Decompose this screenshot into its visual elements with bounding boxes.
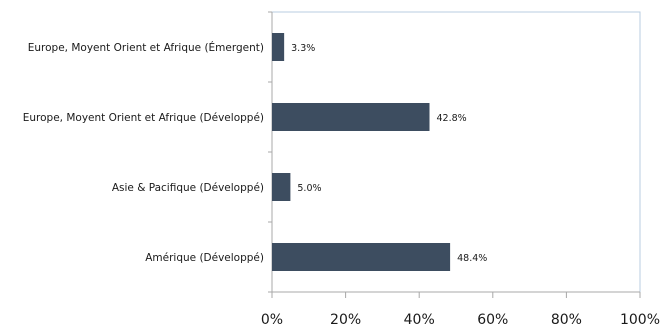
bar	[272, 103, 430, 131]
category-label: Europe, Moyent Orient et Afrique (Dévelo…	[23, 112, 264, 124]
value-label: 42.8%	[437, 113, 467, 124]
y-axis-ticks	[268, 11, 272, 293]
x-tick-label: 80%	[551, 312, 582, 328]
category-label: Amérique (Développé)	[145, 252, 264, 264]
value-label: 3.3%	[291, 43, 315, 54]
category-labels: Europe, Moyent Orient et Afrique (Émerge…	[23, 41, 264, 264]
bar	[272, 243, 451, 271]
bar	[272, 173, 291, 201]
category-label: Asie & Pacifique (Développé)	[112, 182, 264, 194]
x-tick-label: 100%	[620, 312, 660, 328]
value-labels: 3.3% 42.8% 5.0% 48.4%	[291, 43, 487, 264]
bar-series	[272, 33, 451, 271]
x-tick-label: 40%	[404, 312, 435, 328]
x-tick-label: 20%	[330, 312, 361, 328]
value-label: 48.4%	[457, 253, 487, 264]
value-label: 5.0%	[297, 183, 321, 194]
x-tick-labels: 0% 20% 40% 60% 80% 100%	[261, 312, 660, 328]
x-tick-label: 0%	[261, 312, 283, 328]
bar	[272, 33, 285, 61]
category-label: Europe, Moyent Orient et Afrique (Émerge…	[28, 41, 264, 54]
x-tick-label: 60%	[477, 312, 508, 328]
x-axis-ticks	[271, 292, 641, 298]
